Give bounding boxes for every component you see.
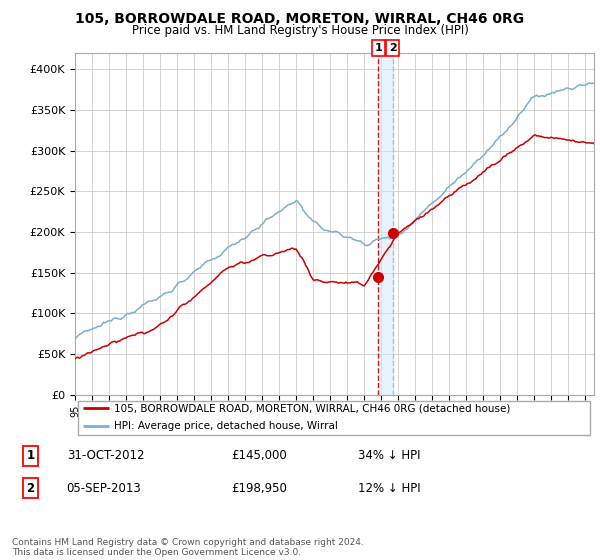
Text: 1: 1	[374, 43, 382, 53]
Text: 12% ↓ HPI: 12% ↓ HPI	[358, 482, 420, 494]
Text: £198,950: £198,950	[231, 482, 287, 494]
Text: 1: 1	[26, 449, 35, 463]
Text: HPI: Average price, detached house, Wirral: HPI: Average price, detached house, Wirr…	[114, 421, 338, 431]
Text: 31-OCT-2012: 31-OCT-2012	[67, 449, 144, 463]
Text: 105, BORROWDALE ROAD, MORETON, WIRRAL, CH46 0RG: 105, BORROWDALE ROAD, MORETON, WIRRAL, C…	[76, 12, 524, 26]
Text: 105, BORROWDALE ROAD, MORETON, WIRRAL, CH46 0RG (detached house): 105, BORROWDALE ROAD, MORETON, WIRRAL, C…	[114, 403, 510, 413]
FancyBboxPatch shape	[77, 400, 590, 435]
Text: 2: 2	[26, 482, 35, 494]
Text: 34% ↓ HPI: 34% ↓ HPI	[358, 449, 420, 463]
Text: Contains HM Land Registry data © Crown copyright and database right 2024.
This d: Contains HM Land Registry data © Crown c…	[12, 538, 364, 557]
Text: £145,000: £145,000	[231, 449, 287, 463]
Text: Price paid vs. HM Land Registry's House Price Index (HPI): Price paid vs. HM Land Registry's House …	[131, 24, 469, 36]
Text: 05-SEP-2013: 05-SEP-2013	[67, 482, 142, 494]
Bar	[379, 53, 392, 395]
Text: 2: 2	[389, 43, 397, 53]
